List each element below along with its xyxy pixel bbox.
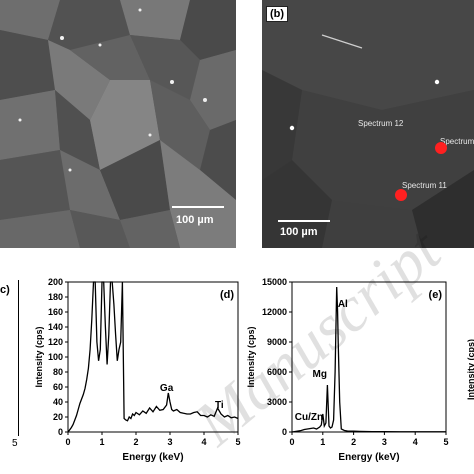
panel-c-tick: 5 [12,438,18,449]
y-tick-label: 180 [48,292,63,302]
y-tick-label: 3000 [267,397,287,407]
spectrum-line [291,286,446,433]
panel-tag: (e) [429,289,443,301]
x-tick-label: 2 [351,437,356,447]
y-tick-label: 160 [48,307,63,317]
sem-grain-texture-a [0,0,236,248]
peak-label: Al [338,299,348,310]
panel-tag: (d) [220,289,234,301]
y-axis-label: Intensity (cps) [34,326,44,387]
peak-label: Ti [215,400,224,411]
scale-bar-a [172,206,224,208]
y-axis-label: Intensity (cps) [246,326,256,387]
spectrum-12-label: Spectrum 12 [358,119,404,128]
y-tick-label: 100 [48,352,63,362]
x-tick-label: 4 [201,437,206,447]
y-tick-label: 15000 [262,277,287,287]
sem-image-a: 100 µm [0,0,236,248]
scale-bar-b [278,220,330,222]
x-tick-label: 4 [413,437,418,447]
peak-label: Cu/Zn [295,412,323,423]
y-tick-label: 40 [53,397,63,407]
x-tick-label: 5 [235,437,240,447]
x-tick-label: 1 [320,437,325,447]
y-tick-label: 20 [53,412,63,422]
y-tick-label: 0 [282,427,287,437]
spectrum-line [67,281,239,433]
chart-e: 0 3000 6000 9000 12000 15000 0 1 2 3 4 5 Al Mg Cu/Zn En… [246,277,449,463]
x-tick-label: 0 [65,437,70,447]
x-tick-label: 3 [167,437,172,447]
chart-d: 0 20 40 60 80 100 120 140 160 180 200 0 1 2 3 4 5 Ga Ti Ene… [34,277,241,463]
spectrum-point-red-1 [435,142,447,154]
x-tick-label: 2 [133,437,138,447]
right-ylabel-fragment: Intensity (cps) [466,338,474,400]
y-tick-label: 80 [53,367,63,377]
x-tick-label: 0 [289,437,294,447]
y-tick-label: 0 [58,427,63,437]
x-axis-label: Energy (keV) [338,452,399,463]
x-tick-label: 1 [99,437,104,447]
scale-label-b: 100 µm [280,226,318,238]
plot-frame [291,281,447,433]
y-tick-label: 6000 [267,367,287,377]
y-tick-label: 60 [53,382,63,392]
spectrum-label: Spectrum [440,137,474,146]
panel-c-axis [18,280,19,436]
panel-b-tag: (b) [266,6,289,22]
sem-grain-texture-b [262,0,474,248]
peak-label: Mg [312,369,326,380]
y-tick-label: 200 [48,277,63,287]
panel-c-fragment: c) 5 [0,278,30,468]
y-tick-label: 120 [48,337,63,347]
panel-c-tag: c) [0,284,10,296]
y-tick-label: 140 [48,322,63,332]
y-tick-label: 9000 [267,337,287,347]
scale-label-a: 100 µm [176,214,214,226]
peak-label: Ga [160,383,174,394]
x-tick-label: 3 [382,437,387,447]
spectrum-11-label: Spectrum 11 [402,181,447,190]
sem-image-b: (b) Spectrum 12 Spectrum 11 Spectrum 100… [262,0,474,248]
y-tick-label: 12000 [262,307,287,317]
x-axis-label: Energy (keV) [122,452,183,463]
x-tick-label: 5 [443,437,448,447]
plot-frame [67,281,239,433]
spectrum-point-red-2 [395,189,407,201]
